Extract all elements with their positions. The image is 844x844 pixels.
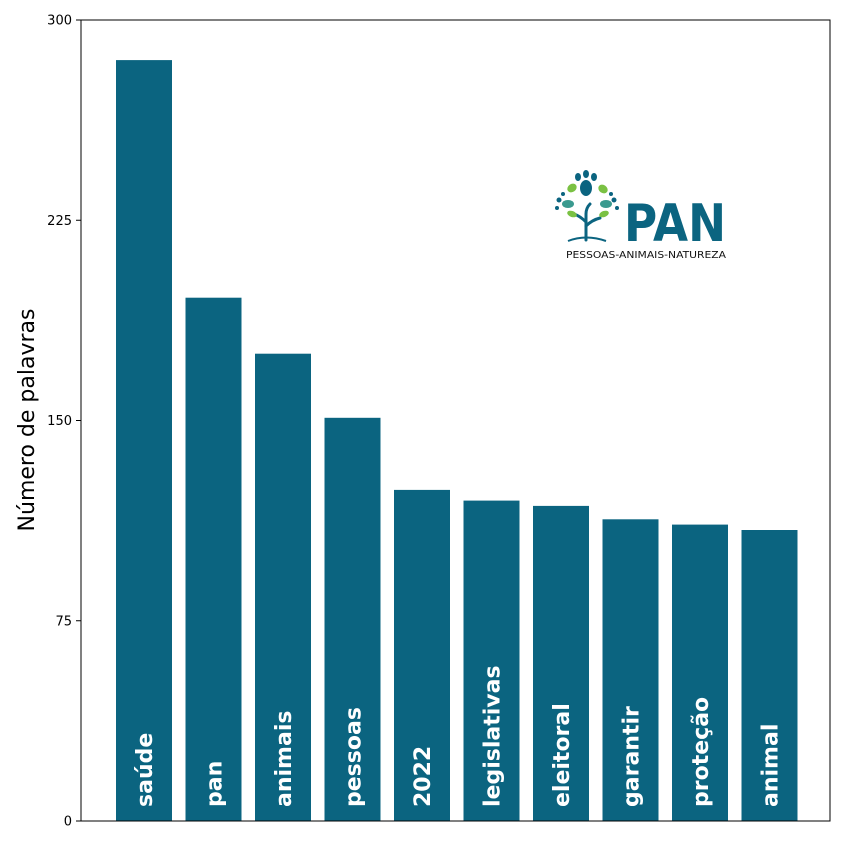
y-tick-label-1: 75 xyxy=(55,614,72,629)
pan-logo: PAN PESSOAS-ANIMAIS-NATUREZA xyxy=(555,170,726,261)
y-tick-label-2: 150 xyxy=(47,414,72,429)
bar-label-0: saúde xyxy=(133,733,158,807)
bar-9 xyxy=(741,530,798,821)
bar-4 xyxy=(394,489,450,821)
bar-label-2: animais xyxy=(272,711,297,807)
bar-2 xyxy=(255,353,311,821)
bar-label-3: pessoas xyxy=(342,707,367,807)
bar-5 xyxy=(463,500,520,821)
bar-8 xyxy=(672,524,728,821)
bar-label-5: legislativas xyxy=(481,665,506,807)
logo-wordmark: PAN xyxy=(624,194,726,254)
bar-label-6: eleitoral xyxy=(550,703,575,807)
y-axis-ticks: 0 75 150 225 300 xyxy=(47,14,81,830)
bar-label-9: animal xyxy=(759,724,784,807)
plot-frame xyxy=(80,19,831,822)
bar-7 xyxy=(602,519,659,821)
logo-tagline: PESSOAS-ANIMAIS-NATUREZA xyxy=(566,250,726,261)
y-tick-label-3: 225 xyxy=(47,214,72,229)
bar-6 xyxy=(533,505,589,821)
y-axis-label: Número de palavras xyxy=(15,309,40,532)
y-tick-label-0: 0 xyxy=(64,815,72,830)
bar-label-4: 2022 xyxy=(411,746,436,807)
bar-1 xyxy=(185,297,242,821)
bar-label-1: pan xyxy=(203,761,228,807)
tree-icon xyxy=(555,170,619,242)
bar-label-7: garantir xyxy=(620,706,645,807)
bar-labels: saúde pan animais pessoas 2022 legislativas el… xyxy=(133,665,784,807)
bars xyxy=(116,60,798,822)
bar-0 xyxy=(116,60,172,822)
y-tick-label-4: 300 xyxy=(47,14,72,29)
bar-3 xyxy=(324,417,381,821)
bar-label-8: proteção xyxy=(689,697,714,807)
